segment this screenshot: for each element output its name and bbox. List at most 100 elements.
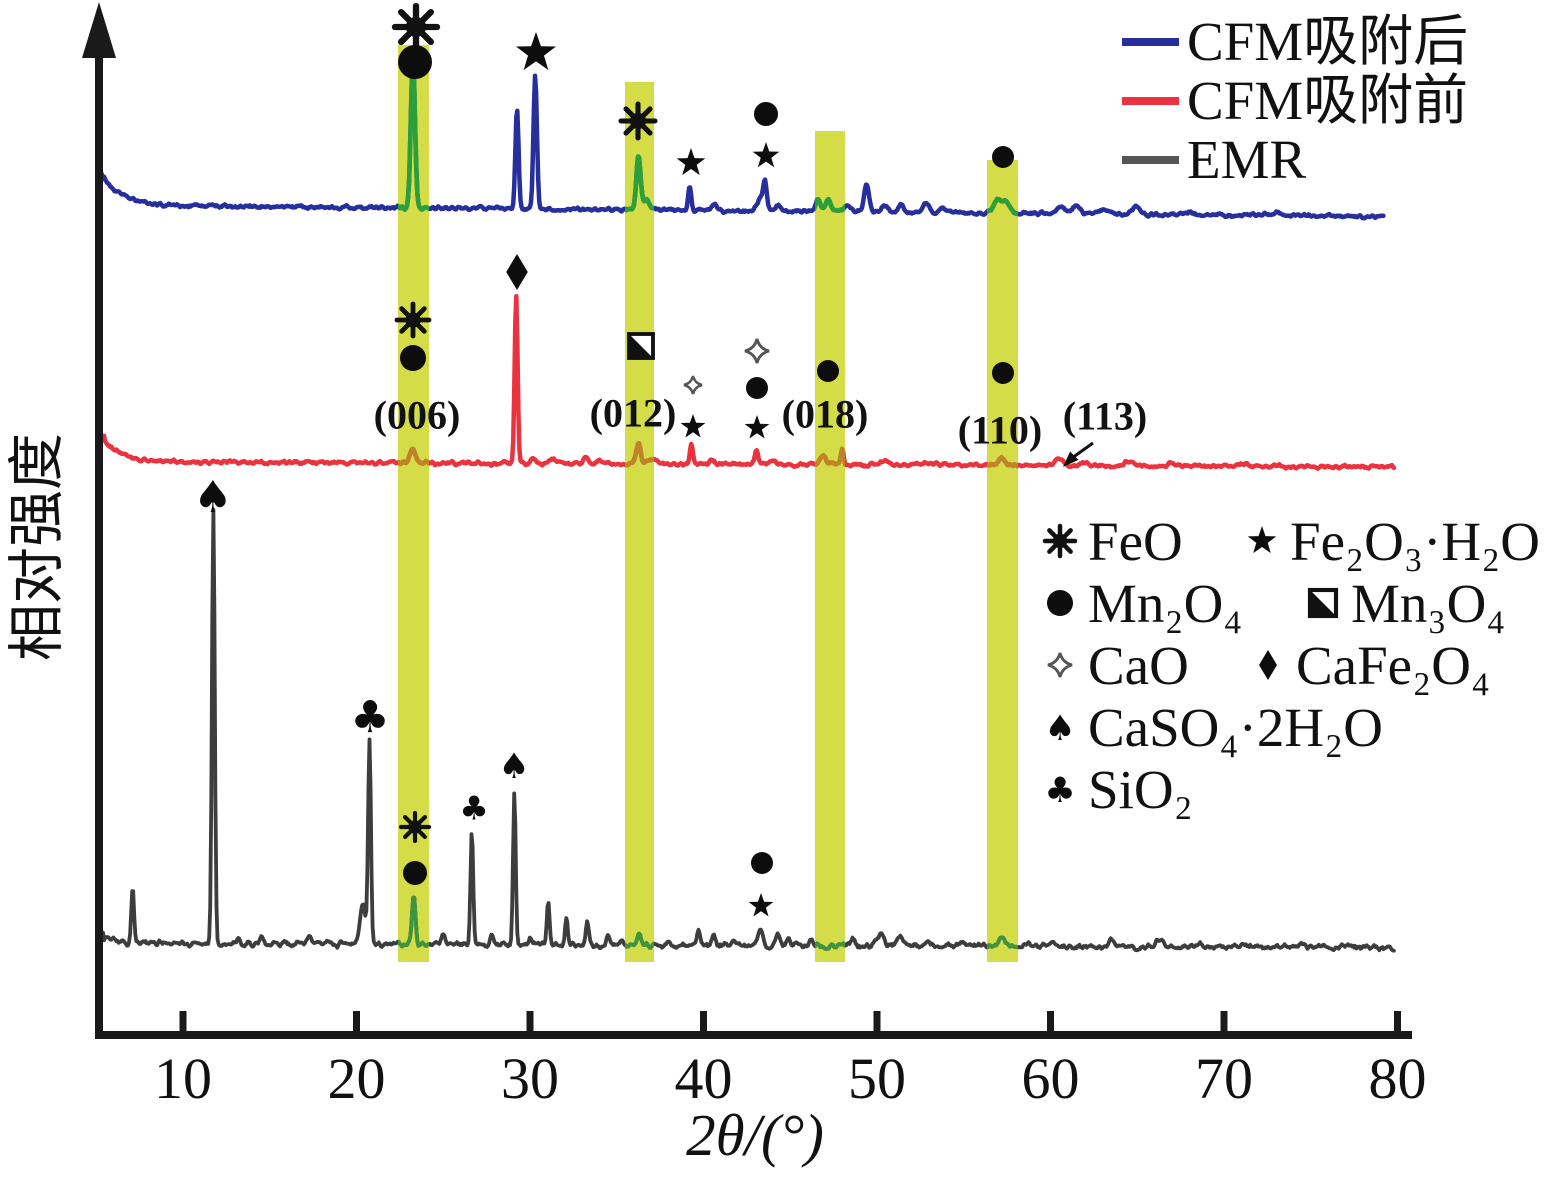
star-glyph — [1247, 526, 1277, 554]
svg-text:♣: ♣ — [459, 788, 489, 827]
y-axis-arrow — [82, 2, 116, 58]
y-axis-spine — [95, 48, 103, 1039]
x-tick-label-60: 60 — [1022, 1046, 1080, 1111]
marker-circle-Mn₂O₄ — [400, 345, 426, 371]
legend-item-emr: EMR — [1122, 130, 1468, 189]
legend-item-cfm-after: CFM吸附后 — [1122, 12, 1468, 71]
legend-item-cfm-before: CFM吸附前 — [1122, 71, 1468, 130]
phase-entry-fe2o3: Fe₂O₃·H₂O — [1240, 514, 1540, 569]
club-glyph: ♣ — [1044, 771, 1075, 811]
x-tick-20 — [353, 1011, 360, 1031]
marker-star-Fe₂O₃·H₂O — [752, 142, 780, 168]
marker-spade-CaSO₄·2H₂O: ♠ — [193, 472, 232, 523]
phase-entry-cafe2o4: CaFe₂O₄ — [1246, 638, 1490, 693]
band-(018) — [815, 131, 845, 962]
marker-sun-FeO — [391, 2, 441, 52]
phase-entry-feo: FeO — [1038, 514, 1240, 569]
marker-circle-Mn₂O₄ — [751, 852, 773, 874]
fe2o3-label: Fe₂O₃·H₂O — [1290, 510, 1540, 572]
spade-glyph: ♠ — [1044, 709, 1075, 749]
cfm-before-label: CFM吸附前 — [1187, 70, 1469, 131]
phase-entry-mn3o4: Mn₃O₄ — [1301, 576, 1505, 631]
x-tick-label-70: 70 — [1195, 1046, 1253, 1111]
cfm-after-label: CFM吸附后 — [1187, 11, 1469, 72]
sio2-label: SiO₂ — [1088, 758, 1193, 820]
mn2o4-symbol-icon — [1047, 590, 1073, 616]
x-tick-40 — [700, 1011, 707, 1031]
x-axis-spine — [95, 1031, 1412, 1039]
marker-circle-Mn₂O₄ — [817, 360, 839, 382]
phase-row-2: Mn₂O₄ Mn₃O₄ — [1038, 572, 1540, 634]
feo-label: FeO — [1088, 510, 1183, 572]
phase-row-5: ♣ SiO₂ — [1038, 758, 1540, 820]
svg-text:♣: ♣ — [1044, 771, 1075, 811]
marker-circle-Mn₂O₄ — [754, 102, 778, 126]
cao-label: CaO — [1088, 634, 1189, 696]
x-tick-label-50: 50 — [848, 1046, 906, 1111]
pattern-curves — [96, 58, 1397, 953]
hkl-label-(113): (113) — [1063, 394, 1147, 439]
x-tick-60 — [1047, 1011, 1054, 1031]
x-axis-title-text: 2θ/(°) — [686, 1102, 824, 1168]
x-tick-50 — [873, 1011, 881, 1031]
series-legend: CFM吸附后 CFM吸附前 EMR — [1122, 12, 1468, 189]
annotation-arrow — [1071, 441, 1094, 460]
marker-circle-Mn₂O₄ — [992, 146, 1014, 168]
phase-entry-sio2: ♣ SiO₂ — [1038, 758, 1193, 820]
halfsquare-glyph — [1307, 587, 1339, 619]
axes: 10 20 30 40 50 60 70 80 — [82, 2, 1427, 1111]
hkl-label-(018): (018) — [782, 392, 869, 437]
marker-star-Fe₂O₃·H₂O — [744, 415, 770, 439]
feo-symbol-icon — [1042, 523, 1078, 559]
band-(012) — [625, 82, 654, 962]
phase-legend: FeO Fe₂O₃·H₂O Mn₂O₄ Mn₃O₄ CaO — [1038, 510, 1540, 820]
cafe2o4-symbol-icon — [1259, 650, 1277, 680]
sio2-symbol-icon: ♣ — [1044, 771, 1075, 811]
marker-circle-Mn₂O₄ — [403, 861, 427, 885]
x-tick-label-10: 10 — [154, 1046, 212, 1111]
y-axis-title: 相对强度 — [5, 387, 71, 707]
emr-line-swatch — [1122, 155, 1179, 164]
phase-entry-caso4: ♠ CaSO₄·2H₂O — [1038, 700, 1383, 755]
marker-halfsquare-Mn₃O₄ — [627, 332, 655, 360]
marker-sparkle-CaO — [744, 338, 770, 364]
x-tick-label-80: 80 — [1369, 1046, 1427, 1111]
svg-text:♠: ♠ — [498, 747, 529, 787]
mn2o4-label: Mn₂O₄ — [1088, 572, 1243, 634]
highlight-bands — [398, 45, 1018, 962]
marker-star-Fe₂O₃·H₂O — [516, 32, 556, 70]
annotation-arrowhead — [1063, 451, 1079, 467]
svg-text:♣: ♣ — [350, 692, 389, 743]
svg-text:♠: ♠ — [1044, 709, 1075, 749]
sun-glyph — [1042, 523, 1078, 559]
x-tick-label-40: 40 — [675, 1046, 733, 1111]
marker-sparkle-CaO — [683, 375, 703, 395]
cfm-before-line-swatch — [1122, 96, 1179, 105]
curve-CFM吸附前 — [96, 293, 1397, 471]
x-tick-label-30: 30 — [501, 1046, 559, 1111]
y-axis-title-text: 相对强度 — [6, 433, 69, 661]
sparkle-glyph — [1047, 652, 1073, 678]
marker-circle-Mn₂O₄ — [992, 362, 1014, 384]
marker-club-SiO₂: ♣ — [459, 788, 489, 827]
marker-sun-FeO — [394, 301, 432, 339]
marker-circle-Mn₂O₄ — [746, 377, 768, 399]
emr-label: EMR — [1187, 129, 1307, 190]
marker-sun-FeO — [398, 810, 432, 844]
x-tick-80 — [1394, 1011, 1401, 1031]
curve-EMR — [97, 507, 1396, 953]
mn3o4-label: Mn₃O₄ — [1351, 572, 1506, 634]
hkl-label-(110): (110) — [958, 408, 1042, 453]
hkl-label-(012): (012) — [590, 391, 677, 436]
curve-CFM吸附后 — [96, 58, 1386, 221]
cafe2o4-label: CaFe₂O₄ — [1296, 634, 1491, 696]
caso4-symbol-icon: ♠ — [1044, 709, 1075, 749]
phase-row-1: FeO Fe₂O₃·H₂O — [1038, 510, 1540, 572]
phase-entry-cao: CaO — [1038, 638, 1246, 693]
marker-star-Fe₂O₃·H₂O — [680, 414, 706, 438]
marker-spade-CaSO₄·2H₂O: ♠ — [498, 747, 529, 787]
marker-star-Fe₂O₃·H₂O — [676, 148, 706, 176]
marker-star-Fe₂O₃·H₂O — [748, 893, 774, 917]
cfm-after-line-swatch — [1122, 37, 1179, 46]
